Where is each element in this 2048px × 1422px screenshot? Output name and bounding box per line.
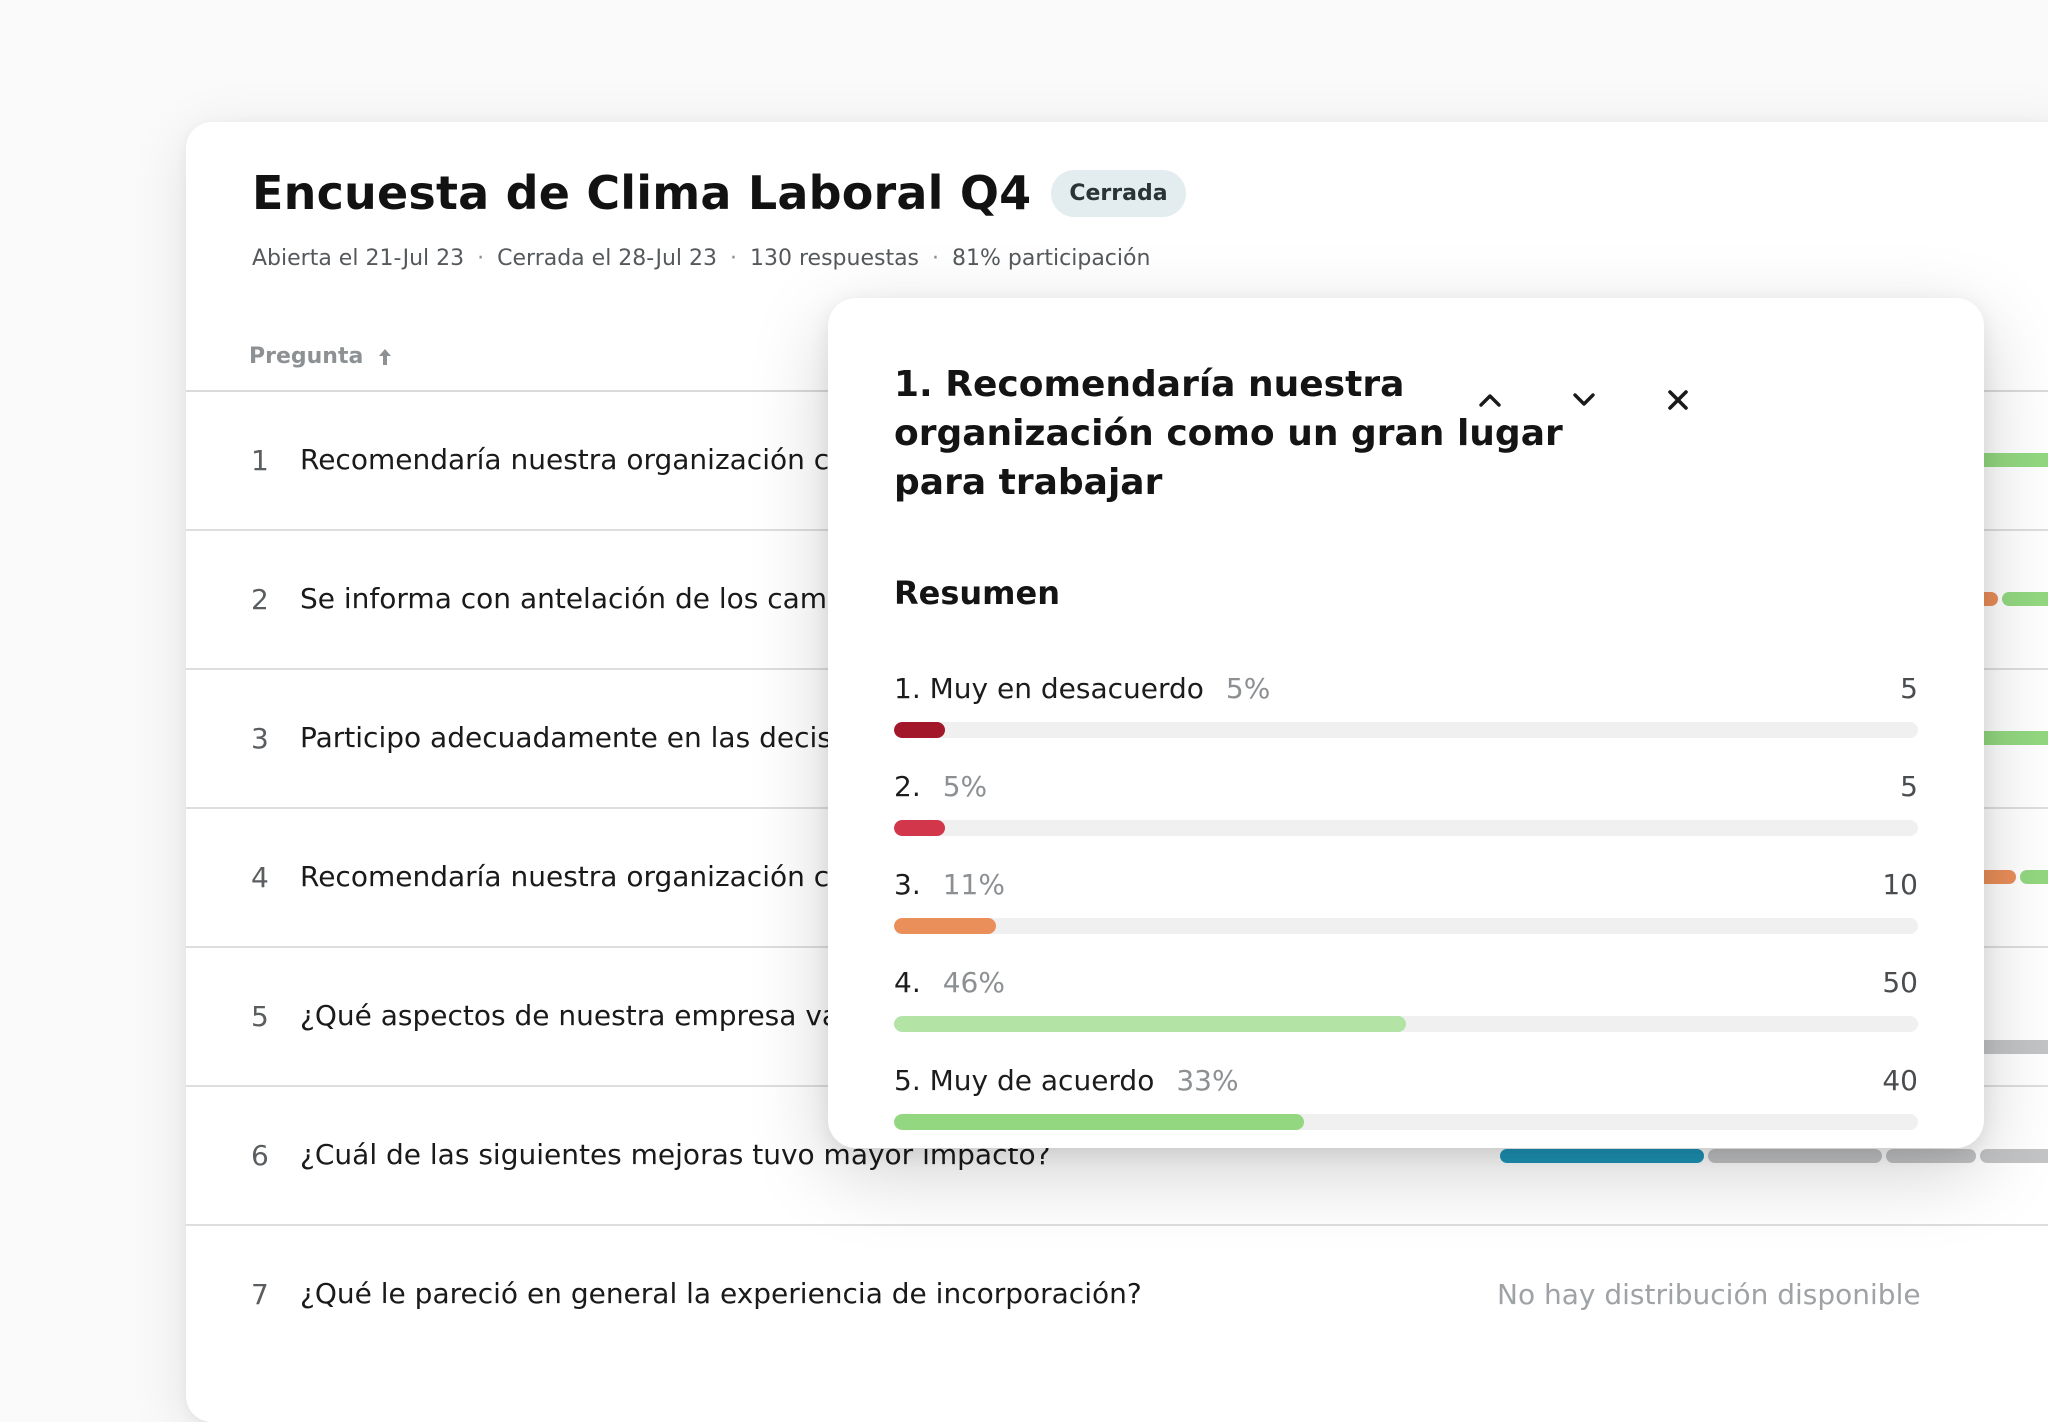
option-count: 10 <box>1882 868 1918 901</box>
arrow-up-icon[interactable] <box>377 348 393 366</box>
no-distribution-message: No hay distribución disponible <box>1497 1278 1921 1311</box>
next-question-button[interactable] <box>1560 376 1608 424</box>
option-bar-fill <box>894 722 946 738</box>
option-count: 50 <box>1882 966 1918 999</box>
option-percentage: 5% <box>942 770 988 803</box>
chevron-down-icon <box>1571 391 1597 409</box>
survey-meta: Abierta el 21-Jul 23 · Cerrada el 28-Jul 2… <box>252 246 1150 271</box>
option-bar-track <box>894 918 1918 934</box>
meta-separator: · <box>730 246 737 271</box>
option-percentage: 33% <box>1176 1064 1239 1097</box>
chevron-up-icon <box>1477 391 1503 409</box>
option-bar-fill <box>894 1016 1406 1032</box>
option-count: 5 <box>1900 672 1918 705</box>
close-button[interactable] <box>1654 376 1702 424</box>
option-percentage: 11% <box>942 868 1005 901</box>
distribution-bar-segment <box>1708 1149 1882 1163</box>
question-number: 4 <box>251 861 269 894</box>
answer-option: 4. 46% 50 <box>894 966 1918 1046</box>
question-text: ¿Qué le pareció en general la experienci… <box>300 1277 1142 1310</box>
distribution-bar-segment <box>2002 592 2048 606</box>
page-title: Encuesta de Clima Laboral Q4 <box>252 166 1032 220</box>
distribution-bar-segment <box>1980 1149 2048 1163</box>
option-percentage: 46% <box>942 966 1005 999</box>
opened-date: Abierta el 21-Jul 23 <box>252 246 465 271</box>
option-count: 40 <box>1882 1064 1918 1097</box>
answer-option: 1. Muy en desacuerdo 5% 5 <box>894 672 1918 752</box>
option-bar-track <box>894 722 1918 738</box>
option-label: 3. 11% <box>894 868 1005 901</box>
option-bar-fill <box>894 918 997 934</box>
distribution-bar-segment <box>2020 870 2048 884</box>
title-row: Encuesta de Clima Laboral Q4 Cerrada <box>252 166 1186 220</box>
option-bar-fill <box>894 820 946 836</box>
question-number: 7 <box>251 1278 269 1311</box>
meta-separator: · <box>932 246 940 271</box>
distribution-bar-segment <box>1966 731 2048 745</box>
table-row[interactable]: 7 ¿Qué le pareció en general la experien… <box>186 1226 2048 1365</box>
question-number: 1 <box>251 444 269 477</box>
option-bar-track <box>894 1114 1918 1130</box>
question-number: 3 <box>251 722 269 755</box>
question-column-header[interactable]: Pregunta <box>249 344 393 369</box>
close-icon <box>1667 389 1689 411</box>
option-label: 4. 46% <box>894 966 1005 999</box>
option-bar-track <box>894 820 1918 836</box>
option-bar-fill <box>894 1114 1304 1130</box>
column-header-label: Pregunta <box>249 344 364 369</box>
response-count: 130 respuestas <box>750 246 920 271</box>
option-percentage: 5% <box>1225 672 1271 705</box>
participation-rate: 81% participación <box>952 246 1151 271</box>
option-label: 2. 5% <box>894 770 988 803</box>
closed-date: Cerrada el 28-Jul 23 <box>497 246 717 271</box>
distribution-bar-segment <box>1500 1149 1704 1163</box>
status-badge: Cerrada <box>1051 169 1186 217</box>
question-number: 2 <box>251 583 269 616</box>
question-detail-popover: 1. Recomendaría nuestra organización com… <box>828 298 1984 1148</box>
question-detail-title: 1. Recomendaría nuestra organización com… <box>894 364 1563 503</box>
answer-option: 5. Muy de acuerdo 33% 40 <box>894 1064 1918 1144</box>
option-count: 5 <box>1900 770 1918 803</box>
answer-option: 3. 11% 10 <box>894 868 1918 948</box>
answer-option: 2. 5% 5 <box>894 770 1918 850</box>
summary-heading: Resumen <box>894 574 1060 612</box>
meta-separator: · <box>477 246 485 271</box>
question-number: 5 <box>251 1000 269 1033</box>
previous-question-button[interactable] <box>1466 376 1514 424</box>
option-label: 1. Muy en desacuerdo 5% <box>894 672 1271 705</box>
distribution-bar-segment <box>1886 1149 1976 1163</box>
distribution-bar-segment <box>1976 453 2048 467</box>
option-bar-track <box>894 1016 1918 1032</box>
question-number: 6 <box>251 1139 269 1172</box>
option-label: 5. Muy de acuerdo 33% <box>894 1064 1239 1097</box>
